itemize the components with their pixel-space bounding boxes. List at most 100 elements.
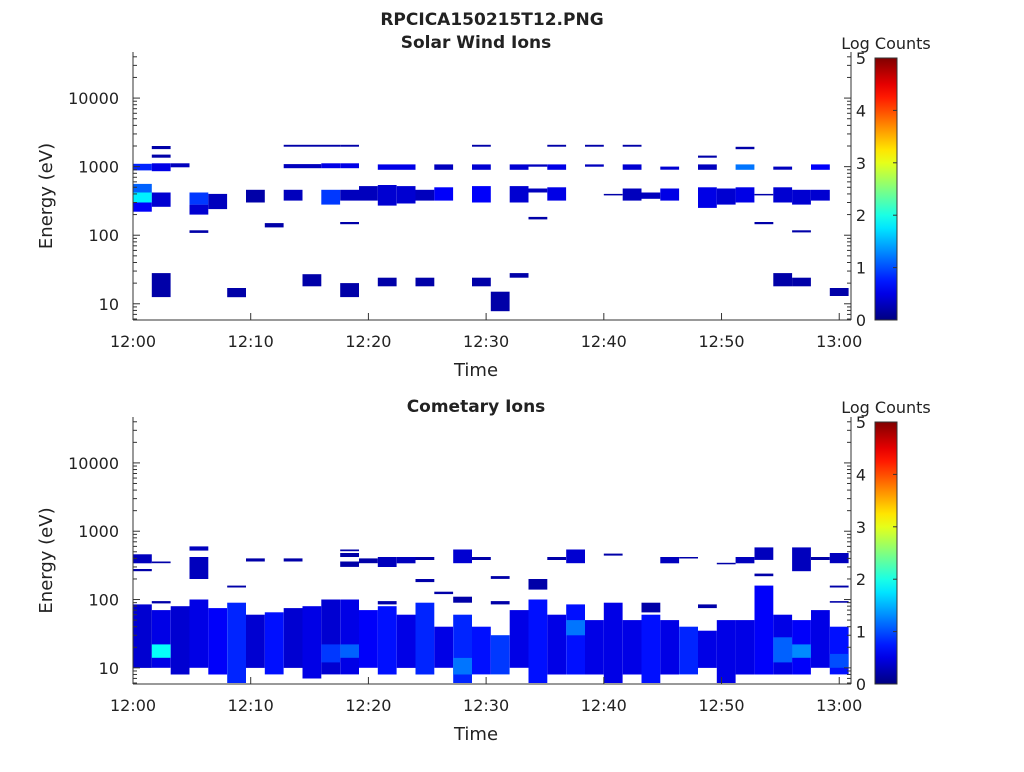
figure-title: RPCICA150215T12.PNG — [380, 10, 603, 30]
heatmap-cell — [792, 277, 811, 287]
heatmap-cell — [340, 144, 359, 147]
heatmap-cell — [528, 188, 548, 193]
heatmap-cell — [585, 620, 604, 675]
colorbar-tick-label: 4 — [856, 465, 866, 484]
heatmap-cell — [377, 601, 397, 605]
heatmap-cell — [189, 546, 209, 551]
heatmap-cell — [622, 144, 642, 147]
heatmap-cell — [660, 188, 680, 201]
heatmap-cell — [133, 183, 152, 193]
heatmap-cell — [321, 599, 341, 675]
heatmap-cell — [170, 606, 190, 675]
heatmap-cell — [302, 274, 322, 287]
heatmap-cell — [133, 202, 152, 212]
heatmap-cell — [321, 163, 341, 169]
heatmap-cell — [189, 557, 209, 579]
colorbar-label: Log Counts — [841, 398, 931, 417]
heatmap-cell — [509, 273, 529, 278]
heatmap-cell — [264, 223, 284, 228]
heatmap-cell — [698, 187, 717, 208]
heatmap-cell — [585, 144, 604, 147]
y-tick-label: 10 — [99, 659, 119, 678]
heatmap-cell — [396, 614, 416, 668]
heatmap-cell — [302, 164, 322, 169]
heatmap-cell — [246, 614, 265, 668]
heatmap-cell — [829, 653, 849, 668]
colorbar-tick-label: 2 — [856, 570, 866, 589]
heatmap-cell — [490, 635, 510, 675]
heatmap-cell — [603, 193, 623, 196]
heatmap-cell — [811, 610, 830, 668]
heatmap-cell — [151, 154, 171, 158]
heatmap-cell — [340, 163, 359, 169]
heatmap-cell — [472, 626, 491, 675]
y-tick-label: 10000 — [68, 454, 119, 473]
x-tick-label: 12:40 — [581, 696, 627, 715]
heatmap-cell — [490, 576, 510, 579]
heatmap-cell — [811, 189, 830, 201]
x-tick-label: 12:50 — [698, 332, 744, 351]
heatmap-cell — [622, 164, 642, 170]
heatmap-cell — [716, 562, 736, 565]
heatmap-cell — [434, 187, 454, 201]
heatmap-cell — [189, 192, 209, 205]
heatmap-cell — [735, 146, 755, 150]
heatmap-cell — [189, 230, 209, 233]
heatmap-cell — [434, 591, 454, 595]
heatmap-cell — [509, 186, 529, 203]
heatmap-cell — [340, 189, 359, 201]
heatmap-cell — [246, 189, 265, 203]
heatmap-cell — [133, 192, 152, 203]
heatmap-cell — [792, 547, 811, 572]
heatmap-cell — [829, 601, 849, 603]
heatmap-cell — [773, 187, 793, 203]
heatmap-cell — [509, 164, 529, 170]
heatmap-cell — [415, 579, 435, 583]
heatmap-cell — [208, 608, 228, 675]
heatmap-cell — [698, 155, 717, 158]
colorbar-tick-label: 5 — [856, 49, 866, 68]
heatmap-cell — [660, 620, 680, 675]
heatmap-cell — [189, 599, 209, 668]
heatmap-cell — [453, 657, 472, 675]
heatmap-cell — [660, 557, 680, 564]
heatmap-cell — [283, 608, 303, 668]
x-tick-label: 12:20 — [345, 332, 391, 351]
colorbar-tick-label: 1 — [856, 259, 866, 278]
x-tick-label: 12:10 — [228, 696, 274, 715]
heatmap-cell — [208, 193, 228, 210]
heatmap-cell — [359, 186, 378, 201]
colorbar-tick-label: 0 — [856, 311, 866, 330]
heatmap-cell — [227, 602, 246, 683]
y-axis-label: Energy (eV) — [36, 507, 57, 613]
heatmap-cell — [773, 637, 793, 663]
x-tick-label: 12:20 — [345, 696, 391, 715]
heatmap-cell — [133, 163, 152, 171]
heatmap-cell — [509, 610, 529, 668]
heatmap-cell — [641, 602, 661, 613]
panel-title: Cometary Ions — [407, 397, 546, 417]
y-tick-label: 100 — [88, 226, 119, 245]
heatmap-cell — [227, 585, 246, 588]
heatmap-cell — [698, 604, 717, 609]
heatmap-cell — [490, 291, 510, 312]
heatmap-cell — [151, 192, 171, 207]
heatmap-cell — [773, 166, 793, 170]
heatmap-cell — [603, 553, 623, 556]
x-tick-label: 13:00 — [816, 696, 862, 715]
heatmap-cell — [603, 602, 623, 683]
heatmap-cell — [321, 189, 341, 205]
y-tick-label: 1000 — [78, 158, 119, 177]
x-axis-label: Time — [453, 360, 498, 381]
heatmap-cell — [754, 585, 774, 675]
heatmap-cell — [679, 626, 698, 675]
colorbar-tick-label: 3 — [856, 518, 866, 537]
heatmap-cell — [528, 599, 548, 683]
x-tick-label: 12:10 — [228, 332, 274, 351]
colorbar-tick-label: 5 — [856, 413, 866, 432]
heatmap-cell — [340, 561, 359, 567]
heatmap-cell — [434, 626, 454, 668]
